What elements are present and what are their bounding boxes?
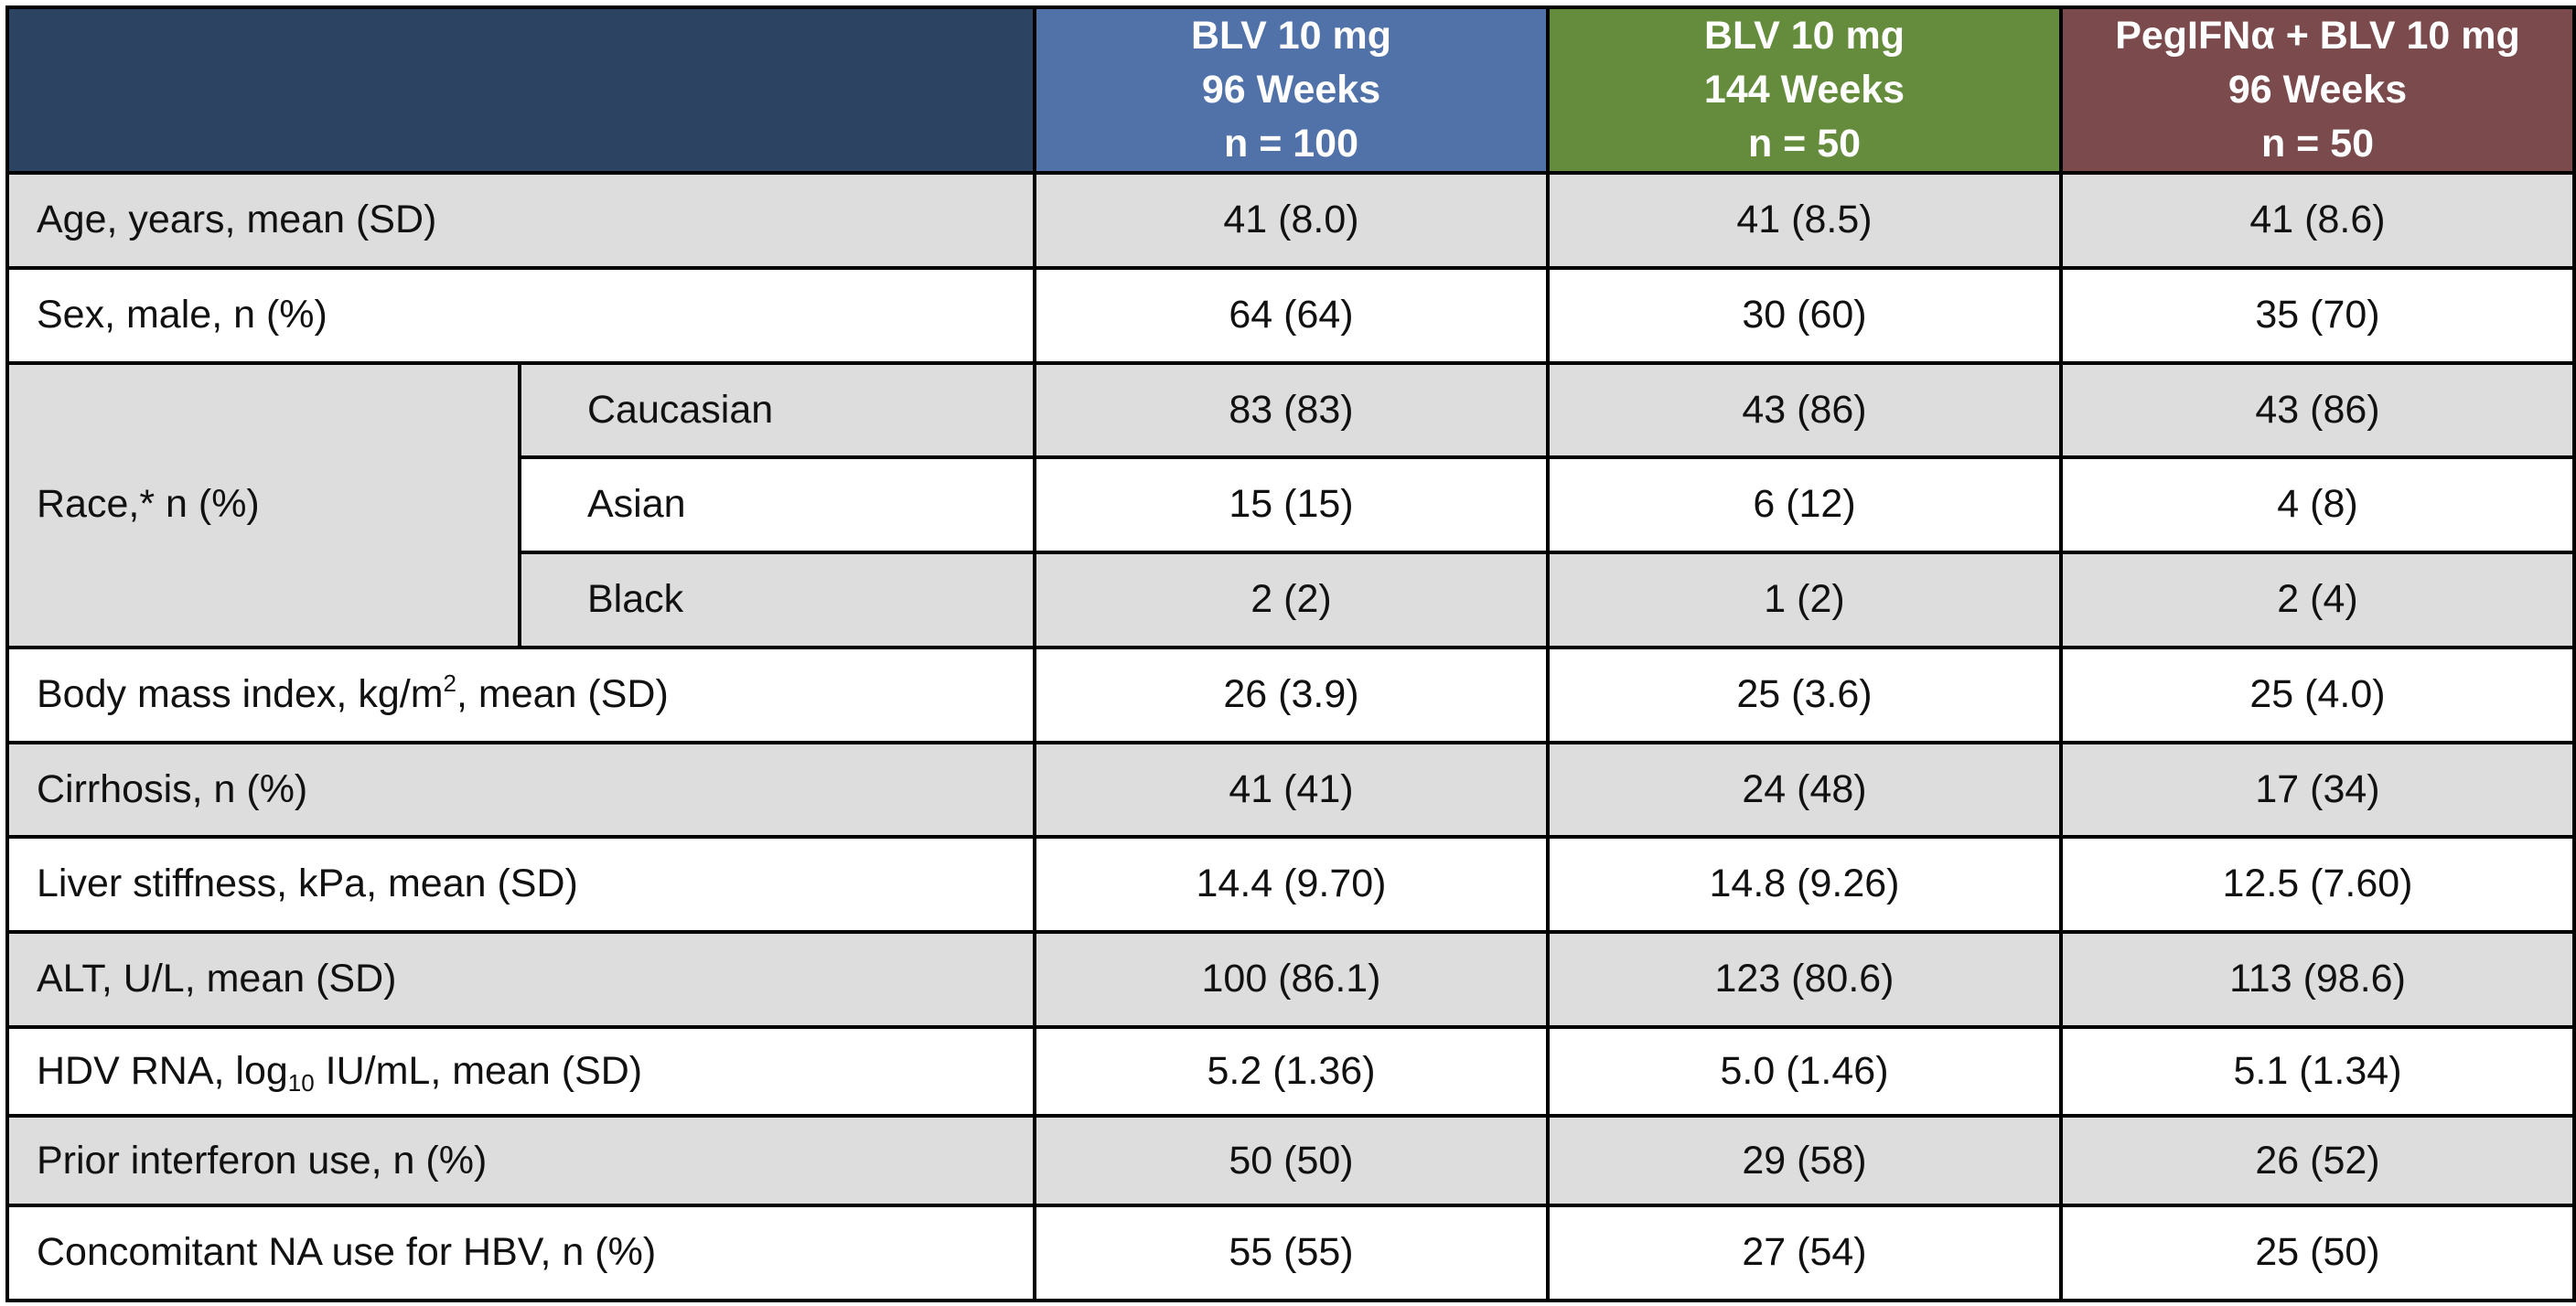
race-sublabel: Black bbox=[518, 551, 1036, 649]
cell-value: 27 (54) bbox=[1546, 1204, 2063, 1302]
row-label: ALT, U/L, mean (SD) bbox=[5, 930, 1036, 1029]
row-label: Body mass index, kg/m2, mean (SD) bbox=[5, 645, 1036, 744]
header-corner-cell bbox=[5, 5, 1036, 175]
cell-value: 113 (98.6) bbox=[2059, 930, 2576, 1029]
race-sublabel: Asian bbox=[518, 455, 1036, 554]
cell-value: 15 (15) bbox=[1033, 455, 1550, 554]
cell-value: 5.2 (1.36) bbox=[1033, 1024, 1550, 1119]
row-race-caucasian: Race,* n (%) Caucasian 83 (83) 43 (86) 4… bbox=[5, 360, 2576, 649]
cell-value: 83 (83) bbox=[1033, 360, 1550, 460]
header-col1-line1: BLV 10 mg bbox=[1190, 14, 1392, 58]
hdv-label-post: IU/mL, mean (SD) bbox=[314, 1048, 643, 1093]
row-race-asian: Asian 15 (15) 6 (12) 4 (8) bbox=[7, 455, 2576, 554]
cell-value: 64 (64) bbox=[1033, 265, 1550, 365]
header-col2-line2: 144 Weeks bbox=[1703, 68, 1905, 112]
row-concomitant-na: Concomitant NA use for HBV, n (%) 55 (55… bbox=[5, 1204, 2576, 1302]
bmi-label-pre: Body mass index, kg/m bbox=[37, 671, 444, 716]
cell-value: 100 (86.1) bbox=[1033, 930, 1550, 1029]
row-sex: Sex, male, n (%) 64 (64) 30 (60) 35 (70) bbox=[5, 265, 2576, 365]
row-label: Cirrhosis, n (%) bbox=[5, 740, 1036, 840]
cell-value: 50 (50) bbox=[1033, 1114, 1550, 1208]
cell-value: 6 (12) bbox=[1546, 455, 2063, 554]
cell-value: 25 (4.0) bbox=[2059, 645, 2576, 744]
row-cirrhosis: Cirrhosis, n (%) 41 (41) 24 (48) 17 (34) bbox=[5, 740, 2576, 840]
cell-value: 14.8 (9.26) bbox=[1546, 835, 2063, 934]
row-race-black: Black 2 (2) 1 (2) 2 (4) bbox=[7, 551, 2576, 649]
row-label: Age, years, mean (SD) bbox=[5, 171, 1036, 270]
cell-value: 123 (80.6) bbox=[1546, 930, 2063, 1029]
header-row: BLV 10 mg 96 Weeks n = 100 BLV 10 mg 144… bbox=[5, 5, 2576, 175]
cell-value: 17 (34) bbox=[2059, 740, 2576, 840]
header-col3-line1: PegIFNα + BLV 10 mg bbox=[2115, 14, 2520, 58]
cell-value: 41 (8.6) bbox=[2059, 171, 2576, 270]
cell-value: 41 (41) bbox=[1033, 740, 1550, 840]
race-sublabel: Caucasian bbox=[518, 360, 1036, 460]
cell-value: 5.1 (1.34) bbox=[2059, 1024, 2576, 1119]
cell-value: 4 (8) bbox=[2059, 455, 2576, 554]
cell-value: 26 (3.9) bbox=[1033, 645, 1550, 744]
header-col1-line2: 96 Weeks bbox=[1201, 68, 1381, 112]
cell-value: 30 (60) bbox=[1546, 265, 2063, 365]
cell-value: 14.4 (9.70) bbox=[1033, 835, 1550, 934]
cell-value: 24 (48) bbox=[1546, 740, 2063, 840]
header-col2-line1: BLV 10 mg bbox=[1703, 14, 1905, 58]
row-label: Prior interferon use, n (%) bbox=[5, 1114, 1036, 1208]
cell-value: 2 (4) bbox=[2059, 551, 2576, 649]
cell-value: 35 (70) bbox=[2059, 265, 2576, 365]
cell-value: 2 (2) bbox=[1033, 551, 1550, 649]
header-col1-line3: n = 100 bbox=[1223, 122, 1358, 166]
hdv-label-pre: HDV RNA, log bbox=[37, 1048, 288, 1093]
row-liver-stiffness: Liver stiffness, kPa, mean (SD) 14.4 (9.… bbox=[5, 835, 2576, 934]
race-group-label: Race,* n (%) bbox=[5, 360, 521, 649]
cell-value: 43 (86) bbox=[2059, 360, 2576, 460]
cell-value: 43 (86) bbox=[1546, 360, 2063, 460]
baseline-characteristics-table: BLV 10 mg 96 Weeks n = 100 BLV 10 mg 144… bbox=[5, 5, 2576, 1302]
header-pegifn-blv-96-weeks: PegIFNα + BLV 10 mg 96 Weeks n = 50 bbox=[2059, 5, 2576, 175]
header-col2-line3: n = 50 bbox=[1747, 122, 1862, 166]
header-col3-line2: 96 Weeks bbox=[2227, 68, 2408, 112]
cell-value: 1 (2) bbox=[1546, 551, 2063, 649]
cell-value: 26 (52) bbox=[2059, 1114, 2576, 1208]
row-label: Sex, male, n (%) bbox=[5, 265, 1036, 365]
header-col3-line3: n = 50 bbox=[2260, 122, 2375, 166]
bmi-label-superscript: 2 bbox=[443, 669, 456, 697]
row-hdv-rna: HDV RNA, log10 IU/mL, mean (SD) 5.2 (1.3… bbox=[5, 1024, 2576, 1119]
cell-value: 25 (3.6) bbox=[1546, 645, 2063, 744]
cell-value: 5.0 (1.46) bbox=[1546, 1024, 2063, 1119]
header-blv-96-weeks: BLV 10 mg 96 Weeks n = 100 bbox=[1033, 5, 1550, 175]
row-alt: ALT, U/L, mean (SD) 100 (86.1) 123 (80.6… bbox=[5, 930, 2576, 1029]
row-label: HDV RNA, log10 IU/mL, mean (SD) bbox=[5, 1024, 1036, 1119]
header-blv-144-weeks: BLV 10 mg 144 Weeks n = 50 bbox=[1546, 5, 2063, 175]
hdv-label-subscript: 10 bbox=[287, 1068, 315, 1097]
row-label: Liver stiffness, kPa, mean (SD) bbox=[5, 835, 1036, 934]
row-prior-interferon: Prior interferon use, n (%) 50 (50) 29 (… bbox=[5, 1114, 2576, 1208]
cell-value: 25 (50) bbox=[2059, 1204, 2576, 1302]
row-age: Age, years, mean (SD) 41 (8.0) 41 (8.5) … bbox=[5, 171, 2576, 270]
cell-value: 41 (8.5) bbox=[1546, 171, 2063, 270]
cell-value: 55 (55) bbox=[1033, 1204, 1550, 1302]
row-label: Concomitant NA use for HBV, n (%) bbox=[5, 1204, 1036, 1302]
bmi-label-post: , mean (SD) bbox=[456, 671, 669, 716]
cell-value: 12.5 (7.60) bbox=[2059, 835, 2576, 934]
cell-value: 29 (58) bbox=[1546, 1114, 2063, 1208]
cell-value: 41 (8.0) bbox=[1033, 171, 1550, 270]
row-bmi: Body mass index, kg/m2, mean (SD) 26 (3.… bbox=[5, 645, 2576, 744]
